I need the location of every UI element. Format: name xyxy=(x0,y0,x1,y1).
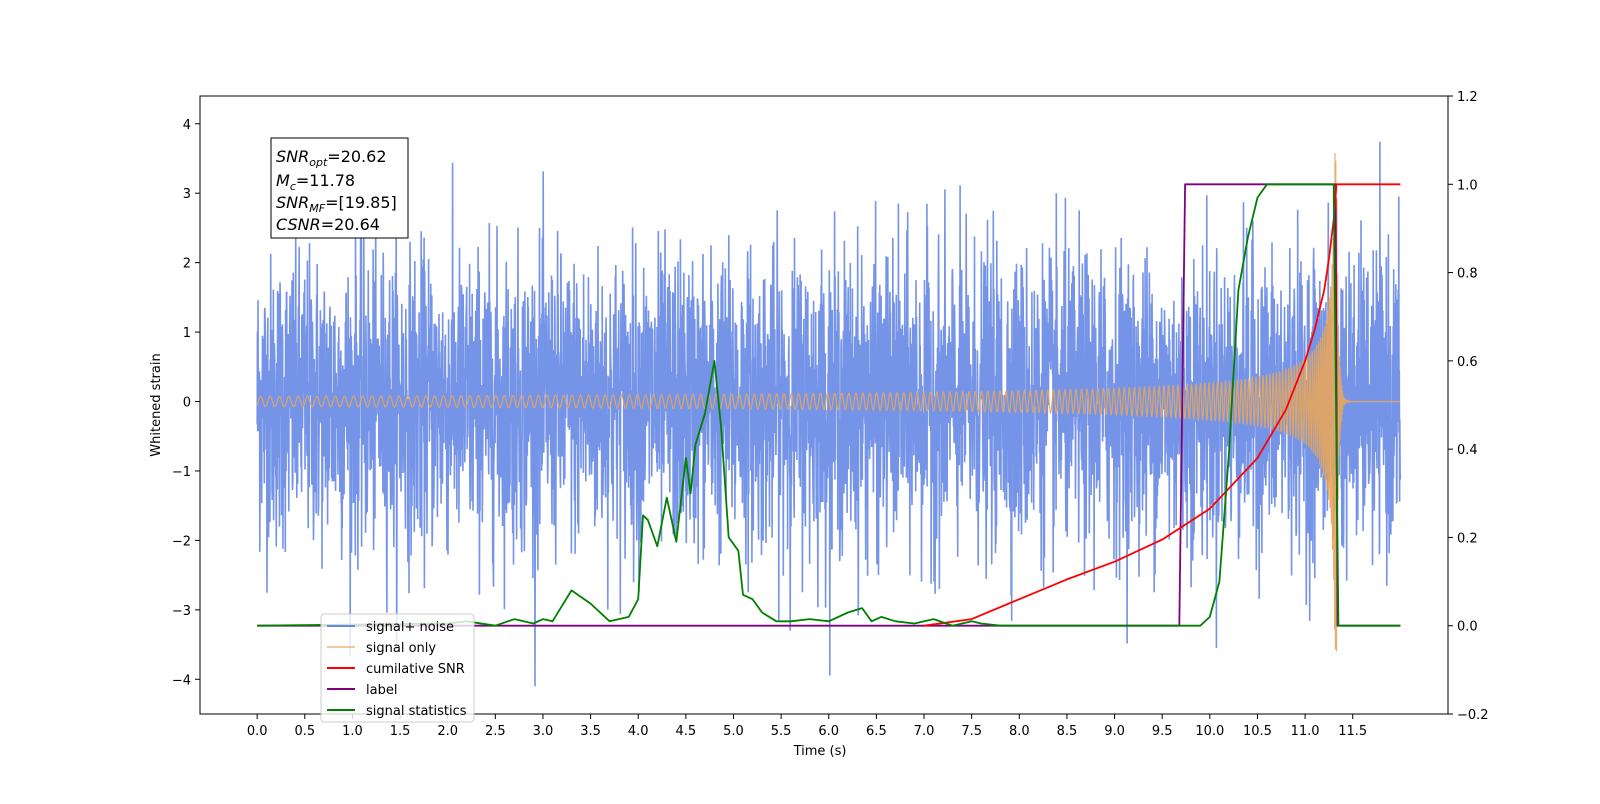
plot-frame xyxy=(199,95,1449,715)
cumulative-snr-line xyxy=(923,183,1401,627)
right-y-tick-label: 0.8 xyxy=(1457,267,1478,282)
x-tick-label: 9.5 xyxy=(1152,724,1173,739)
right-y-tick-label: 1.2 xyxy=(1457,90,1478,105)
x-tick-label: 4.5 xyxy=(676,724,697,739)
signal-statistics-line xyxy=(257,183,1401,627)
x-tick-label: 5.5 xyxy=(771,724,792,739)
x-tick-label: 5.0 xyxy=(723,724,744,739)
x-tick-label: 6.0 xyxy=(818,724,839,739)
snr-opt-symbol: SNR xyxy=(276,147,309,166)
right-y-tick-label: 0.6 xyxy=(1457,355,1478,370)
signal-only-line xyxy=(256,152,1401,652)
x-tick-label: 8.5 xyxy=(1057,724,1078,739)
x-tick-label: 3.0 xyxy=(533,724,554,739)
x-axis-label: Time (s) xyxy=(793,744,847,759)
x-tick-label: 10.0 xyxy=(1195,724,1224,739)
x-tick-label: 7.5 xyxy=(961,724,982,739)
right-y-tick-label: −0.2 xyxy=(1457,708,1489,723)
x-tick-label: 2.5 xyxy=(485,724,506,739)
x-tick-label: 10.5 xyxy=(1243,724,1272,739)
left-y-tick-label: 0 xyxy=(183,396,191,411)
left-y-axis-ticks: 4 3 2 1 0 −1 −2 −3 −4 xyxy=(172,118,200,688)
x-tick-label: 6.5 xyxy=(866,724,887,739)
csnr-symbol: CSNR xyxy=(276,215,321,234)
right-y-tick-label: 0.4 xyxy=(1457,443,1478,458)
x-tick-label: 4.0 xyxy=(628,724,649,739)
csnr-value: =20.64 xyxy=(321,215,380,234)
x-tick-label: 9.0 xyxy=(1104,724,1125,739)
x-tick-label: 2.0 xyxy=(437,724,458,739)
mc-value: =11.78 xyxy=(296,171,355,190)
left-y-axis-label: Whitened strain xyxy=(149,353,164,456)
left-y-tick-label: 4 xyxy=(183,118,191,133)
left-y-tick-label: 2 xyxy=(183,257,191,272)
x-tick-label: 8.0 xyxy=(1009,724,1030,739)
x-axis-ticks: 0.0 0.5 1.0 1.5 2.0 2.5 3.0 3.5 4.0 4.5 5.0 5.5 6.0 6… xyxy=(247,714,1367,739)
left-y-tick-label: −1 xyxy=(172,465,191,480)
x-tick-label: 1.5 xyxy=(390,724,411,739)
right-y-axis-ticks: 1.2 1.0 0.8 0.6 0.4 0.2 0.0 −0.2 xyxy=(1448,90,1489,723)
snr-opt-subscript: opt xyxy=(309,156,328,169)
mc-symbol: M xyxy=(276,171,290,190)
legend-label: signal statistics xyxy=(366,704,467,719)
svg-text:Mc=11.78: Mc=11.78 xyxy=(276,171,355,193)
right-y-tick-label: 0.0 xyxy=(1457,620,1478,635)
snr-mf-subscript: MF xyxy=(309,202,325,215)
snr-mf-symbol: SNR xyxy=(276,193,309,212)
svg-text:SNRMF=[19.85]: SNRMF=[19.85] xyxy=(276,193,397,215)
legend: signal+ noise signal only cumilative SNR la… xyxy=(320,613,475,723)
x-tick-label: 7.0 xyxy=(914,724,935,739)
signal-noise-line xyxy=(256,141,1402,687)
left-y-tick-label: −3 xyxy=(172,604,191,619)
left-y-tick-label: −2 xyxy=(172,534,191,549)
legend-label: label xyxy=(366,683,397,698)
x-tick-label: 1.0 xyxy=(342,724,363,739)
legend-label: signal+ noise xyxy=(366,620,454,635)
snr-opt-value: =20.62 xyxy=(327,147,386,166)
left-y-tick-label: 3 xyxy=(183,187,191,202)
x-tick-label: 11.0 xyxy=(1291,724,1320,739)
chirp-series-layer xyxy=(256,152,1401,652)
x-tick-label: 11.5 xyxy=(1338,724,1367,739)
left-y-tick-label: −4 xyxy=(172,673,191,688)
legend-label: cumilative SNR xyxy=(366,662,465,677)
mc-subscript: c xyxy=(290,180,296,193)
x-tick-label: 0.5 xyxy=(294,724,315,739)
legend-label: signal only xyxy=(366,641,436,656)
noise-series-layer xyxy=(256,141,1402,687)
x-tick-label: 0.0 xyxy=(247,724,268,739)
x-tick-label: 3.5 xyxy=(580,724,601,739)
annotation-box: SNRopt=20.62 Mc=11.78 SNRMF=[19.85] CSNR… xyxy=(270,137,409,239)
right-axis-series-layer xyxy=(257,183,1401,627)
snr-mf-value: =[19.85] xyxy=(325,193,397,212)
left-y-tick-label: 1 xyxy=(183,326,191,341)
svg-text:CSNR=20.64: CSNR=20.64 xyxy=(276,215,380,234)
svg-text:SNRopt=20.62: SNRopt=20.62 xyxy=(276,147,387,169)
right-y-tick-label: 0.2 xyxy=(1457,531,1478,546)
right-y-tick-label: 1.0 xyxy=(1457,178,1478,193)
